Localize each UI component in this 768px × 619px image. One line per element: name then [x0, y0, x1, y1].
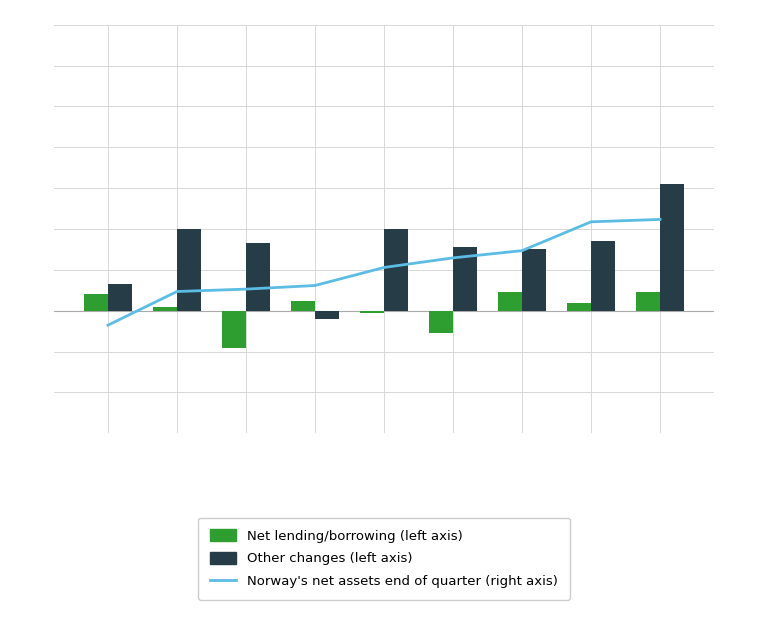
Bar: [522, 249, 546, 311]
Bar: [636, 292, 660, 311]
Bar: [246, 243, 270, 311]
Bar: [660, 184, 684, 311]
Bar: [567, 303, 591, 311]
Bar: [177, 229, 201, 311]
Bar: [291, 300, 315, 311]
Bar: [84, 295, 108, 311]
Bar: [360, 311, 384, 313]
Bar: [384, 229, 408, 311]
Bar: [429, 311, 453, 333]
Bar: [108, 284, 132, 311]
Bar: [315, 311, 339, 319]
Bar: [453, 248, 477, 311]
Bar: [153, 306, 177, 311]
Bar: [498, 292, 522, 311]
Legend: Net lending/borrowing (left axis), Other changes (left axis), Norway's net asset: Net lending/borrowing (left axis), Other…: [198, 517, 570, 600]
Bar: [222, 311, 246, 347]
Bar: [591, 241, 615, 311]
